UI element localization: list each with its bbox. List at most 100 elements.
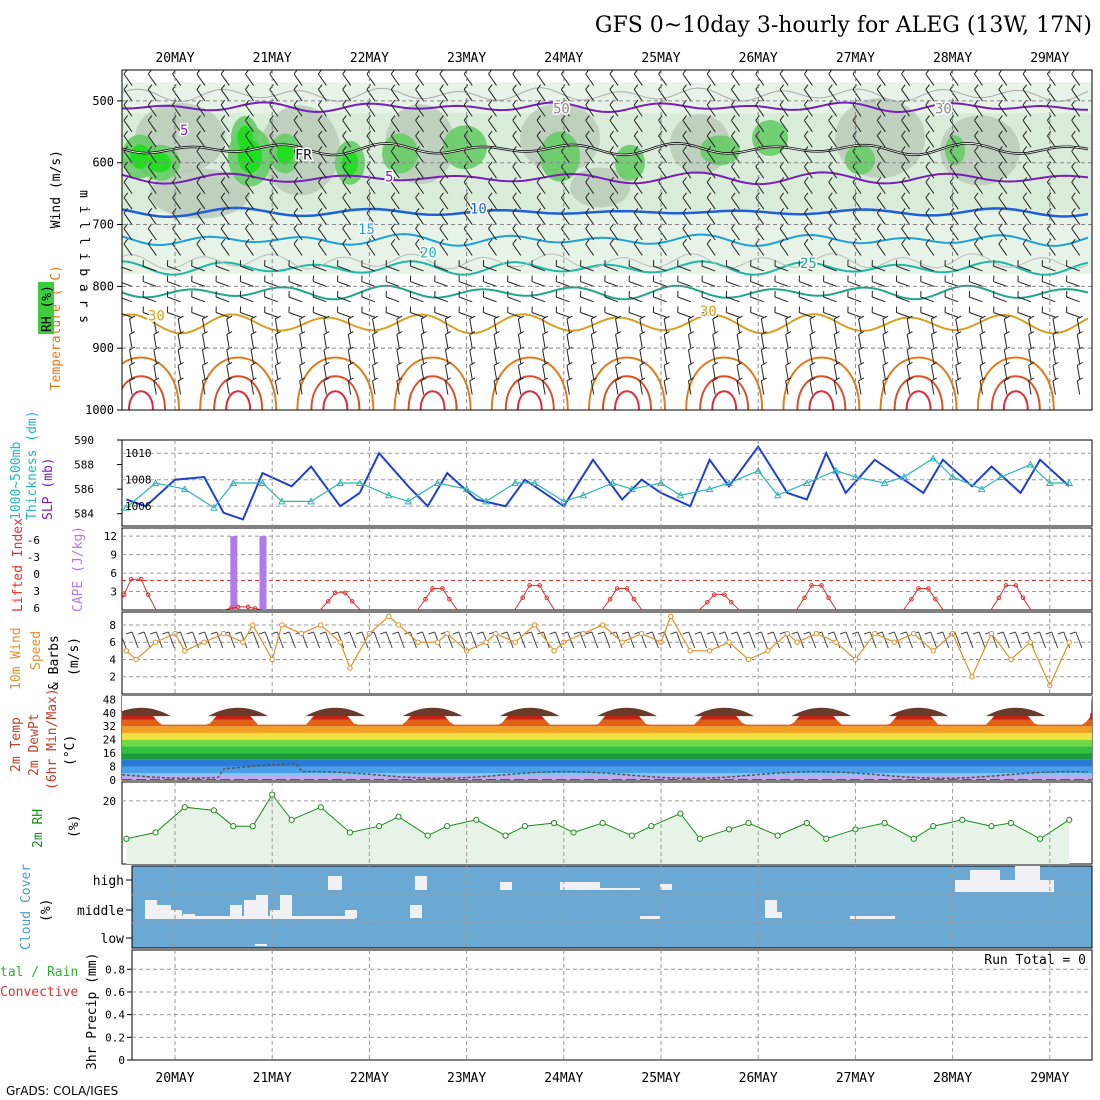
wind-barb-shaft: [317, 104, 327, 117]
wind-barb-flag: [439, 238, 444, 245]
contour-5: [122, 171, 1089, 186]
wind-barb-shaft: [196, 73, 206, 86]
wind-barb-shaft: [415, 120, 425, 133]
wind10-barb: [881, 631, 889, 649]
wind-barb-shaft: [944, 281, 959, 287]
wind-barb-flag: [949, 70, 954, 75]
wind-barb-flag: [639, 315, 646, 320]
cloud-level-label: middle: [77, 904, 124, 919]
wind-barb-shaft: [172, 197, 182, 210]
wind-barb-shaft: [226, 380, 230, 395]
wind-barb-shaft: [1052, 349, 1056, 364]
rh-green-blob: [382, 133, 418, 174]
li-point: [624, 586, 630, 591]
rh2m-point: [502, 832, 509, 839]
wind-barb-shaft: [245, 73, 254, 86]
wind-barb-flag: [293, 192, 299, 198]
thickness-point: [511, 478, 520, 486]
wind-barb-flag: [834, 377, 840, 382]
wind-barb-shaft: [147, 228, 157, 241]
wind-barb-flag: [779, 115, 785, 121]
wind-barb-flag: [147, 207, 153, 214]
wind-barb-flag: [882, 377, 889, 382]
wind10-barb-flag: [283, 631, 290, 635]
wind10-barb: [409, 631, 417, 649]
wind-barb-shaft: [226, 365, 230, 380]
wind-barb-flag: [852, 207, 857, 214]
wind-barb-shaft: [293, 120, 303, 133]
contour-45: [613, 390, 640, 410]
wind-barb-flag: [293, 177, 299, 183]
wind-barb-shaft: [536, 181, 546, 194]
wind-barb-flag: [731, 115, 736, 121]
wind-barb-shaft: [293, 150, 303, 164]
wind-barb-flag: [615, 346, 622, 351]
contour-label: 30: [935, 101, 952, 117]
wind-barb-shaft: [974, 104, 983, 117]
wind-barb-flag: [949, 223, 955, 229]
temp-tick-label: 16: [103, 747, 116, 760]
wind-barb-flag: [366, 207, 371, 214]
wind10-barb: [385, 631, 393, 649]
wind-barb-shaft: [434, 312, 449, 318]
wind-barb-shaft: [245, 197, 254, 210]
wind-barb-shaft: [998, 104, 1008, 117]
wind-barb-shaft: [803, 104, 813, 117]
cloud-middle-bar: [270, 910, 280, 918]
wind-barb-shaft: [1071, 89, 1081, 102]
wind10-barb: [228, 631, 236, 649]
wind-barb-flag: [755, 70, 760, 75]
wind-barb-shaft: [896, 312, 910, 318]
temp-tick-label: 40: [103, 707, 116, 720]
wind10-barb-flag: [972, 631, 980, 635]
wind-barb-flag: [1071, 130, 1076, 137]
wind-barb-flag: [439, 99, 444, 106]
wind-barb-flag: [1046, 192, 1052, 198]
wind-barb-flag: [974, 70, 979, 75]
wind-barb-shaft: [658, 197, 668, 210]
wind-barb-shaft: [663, 318, 668, 333]
wind-barb-shaft: [906, 334, 911, 349]
precip-tick-label: 0.4: [105, 1009, 125, 1022]
wind-barb-shaft: [347, 318, 352, 333]
wind-barb-flag: [615, 315, 622, 320]
wind-barb-flag: [1046, 238, 1052, 245]
wind-barb-flag: [469, 331, 476, 335]
thickness-point: [384, 491, 393, 499]
wind-barb-shaft: [852, 104, 862, 117]
contour-label: 25: [800, 256, 817, 272]
wind-barb-shaft: [1076, 334, 1081, 349]
wind-barb-shaft: [1076, 349, 1081, 364]
wind-barb-flag: [488, 177, 493, 183]
wind-barb-shaft: [153, 365, 157, 380]
wind-barb-flag: [998, 130, 1003, 137]
wind-barb-shaft: [439, 73, 449, 86]
wind-barb-shaft: [415, 197, 425, 210]
wind-barb-flag: [1077, 346, 1083, 351]
wind-barb-shaft: [337, 265, 351, 272]
wind-barb-shaft: [269, 197, 279, 210]
wind-barb-shaft: [390, 166, 400, 179]
wind-barb-shaft: [560, 89, 570, 102]
rh2m-point: [1036, 835, 1044, 842]
li-tick-label: 0: [33, 568, 40, 581]
wind-barb-shaft: [560, 120, 570, 133]
wind-barb-shaft: [955, 318, 959, 333]
wind-barb-shaft: [731, 197, 740, 210]
wind-barb-flag: [220, 177, 226, 183]
wind-barb-shaft: [633, 243, 643, 256]
wind-barb-flag: [852, 130, 857, 137]
rh2m-point: [288, 816, 295, 823]
wind-barb-shaft: [396, 349, 400, 364]
wind-barb-shaft: [828, 120, 838, 133]
wind10-barb-flag: [307, 631, 314, 635]
li-point: [614, 586, 620, 591]
wind-barb-flag: [712, 315, 719, 320]
wind-barb-flag: [177, 362, 184, 366]
wind-barb-flag: [275, 362, 281, 366]
wind-barb-flag: [536, 130, 542, 137]
wind-barb-shaft: [415, 212, 425, 225]
wind-barb-flag: [585, 238, 590, 245]
wind-barb-shaft: [566, 365, 570, 380]
wind-barb-shaft: [342, 181, 352, 194]
